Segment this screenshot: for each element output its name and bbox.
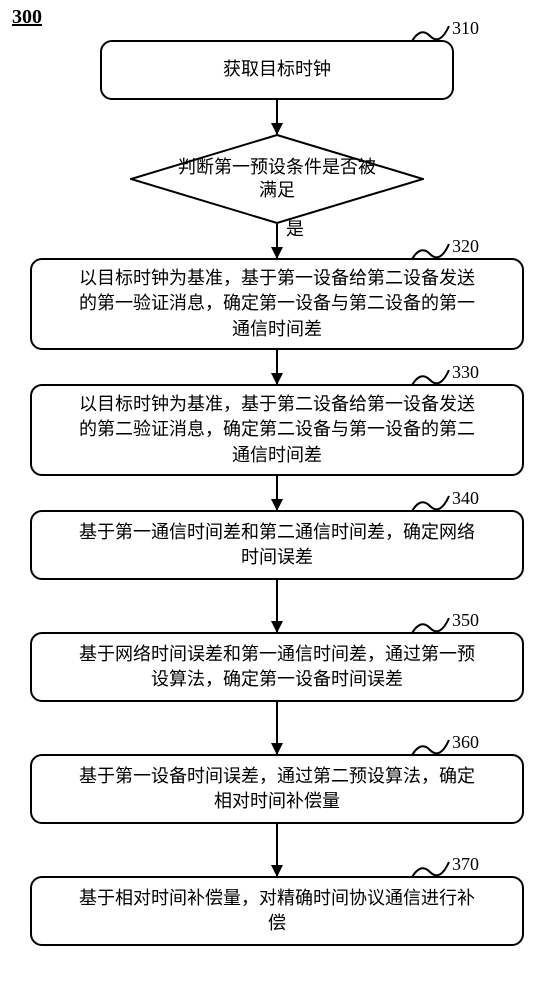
edge-320-330 bbox=[276, 350, 278, 384]
node-320-text: 以目标时钟为基准，基于第一设备给第二设备发送的第一验证消息，确定第一设备与第二设… bbox=[79, 266, 475, 342]
edge-360-370 bbox=[276, 824, 278, 876]
node-340-text: 基于第一通信时间差和第二通信时间差，确定网络时间误差 bbox=[79, 520, 475, 570]
node-350: 基于网络时间误差和第一通信时间差，通过第一预设算法，确定第一设备时间误差 bbox=[30, 632, 524, 702]
node-340: 基于第一通信时间差和第二通信时间差，确定网络时间误差 bbox=[30, 510, 524, 580]
node-360-text: 基于第一设备时间误差，通过第二预设算法，确定相对时间补偿量 bbox=[79, 764, 475, 814]
edge-350-360 bbox=[276, 702, 278, 754]
callout-370: 370 bbox=[452, 854, 479, 875]
node-370-text: 基于相对时间补偿量，对精确时间协议通信进行补偿 bbox=[79, 886, 475, 936]
edge-label-yes: 是 bbox=[286, 215, 304, 241]
node-310-text: 获取目标时钟 bbox=[223, 57, 331, 82]
edge-310-dec bbox=[276, 100, 278, 134]
callout-310: 310 bbox=[452, 18, 479, 39]
node-360: 基于第一设备时间误差，通过第二预设算法，确定相对时间补偿量 bbox=[30, 754, 524, 824]
callout-350: 350 bbox=[452, 610, 479, 631]
node-330: 以目标时钟为基准，基于第二设备给第一设备发送的第二验证消息，确定第二设备与第一设… bbox=[30, 384, 524, 476]
node-320: 以目标时钟为基准，基于第一设备给第二设备发送的第一验证消息，确定第一设备与第二设… bbox=[30, 258, 524, 350]
node-350-text: 基于网络时间误差和第一通信时间差，通过第一预设算法，确定第一设备时间误差 bbox=[79, 642, 475, 692]
callout-320: 320 bbox=[452, 236, 479, 257]
node-decision: 判断第一预设条件是否被满足 bbox=[130, 134, 424, 224]
callout-340: 340 bbox=[452, 488, 479, 509]
node-decision-text: 判断第一预设条件是否被满足 bbox=[138, 156, 416, 203]
callout-330: 330 bbox=[452, 362, 479, 383]
node-330-text: 以目标时钟为基准，基于第二设备给第一设备发送的第二验证消息，确定第二设备与第一设… bbox=[79, 392, 475, 468]
node-370: 基于相对时间补偿量，对精确时间协议通信进行补偿 bbox=[30, 876, 524, 946]
callout-360: 360 bbox=[452, 732, 479, 753]
edge-330-340 bbox=[276, 476, 278, 510]
node-310: 获取目标时钟 bbox=[100, 40, 454, 100]
diagram-title: 300 bbox=[12, 6, 42, 29]
edge-340-350 bbox=[276, 580, 278, 632]
edge-dec-320 bbox=[276, 224, 278, 258]
